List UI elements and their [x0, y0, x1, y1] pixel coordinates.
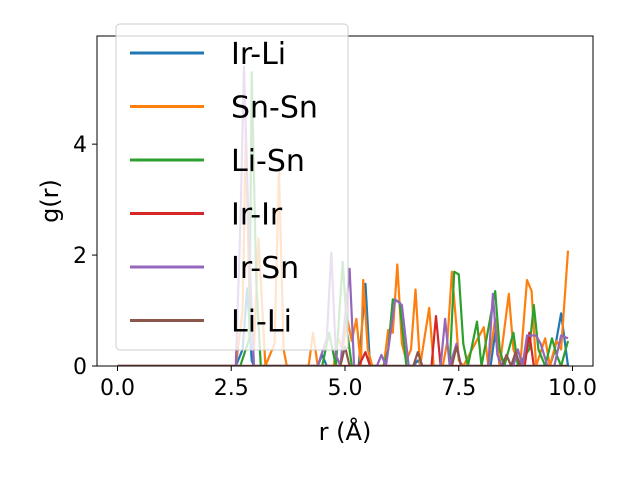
x-tick-label: 2.5 — [214, 376, 249, 401]
legend-label: Ir-Ir — [231, 198, 283, 233]
legend-label: Li-Sn — [231, 144, 305, 179]
legend-label: Ir-Li — [231, 37, 286, 72]
x-tick-label: 0.0 — [100, 376, 135, 401]
x-tick-label: 7.5 — [441, 376, 476, 401]
y-tick-label: 0 — [73, 355, 87, 380]
y-axis-label: g(r) — [36, 179, 64, 223]
legend-label: Li-Li — [231, 305, 292, 340]
legend-label: Ir-Sn — [231, 251, 299, 286]
x-tick-label: 10.0 — [548, 376, 597, 401]
x-tick-label: 5.0 — [328, 376, 363, 401]
x-axis: 0.0 2.5 5.0 7.5 10.0 — [100, 366, 597, 401]
series-line-li-li — [117, 345, 568, 366]
y-axis: 0 2 4 — [73, 133, 97, 380]
series-line-ir-sn — [117, 65, 569, 366]
y-tick-label: 2 — [73, 244, 87, 269]
x-axis-label: r (Å) — [319, 417, 372, 446]
series-line-ir-ir — [117, 315, 568, 366]
legend-label: Sn-Sn — [231, 91, 318, 126]
legend-box — [115, 23, 349, 351]
series-line-li-sn — [117, 71, 570, 366]
legend: Ir-Li Sn-Sn Li-Sn Ir-Ir Ir-Sn Li-Li — [115, 23, 349, 351]
y-tick-label: 4 — [73, 133, 87, 158]
